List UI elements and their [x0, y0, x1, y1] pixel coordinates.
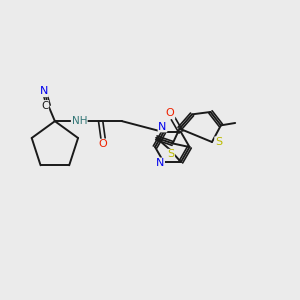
Text: N: N	[158, 122, 167, 132]
Text: C: C	[41, 101, 49, 111]
Text: O: O	[166, 108, 175, 118]
Text: S: S	[167, 149, 174, 160]
Text: O: O	[99, 140, 107, 149]
Text: NH: NH	[71, 116, 87, 126]
Text: N: N	[156, 158, 164, 168]
Text: N: N	[40, 86, 48, 96]
Text: S: S	[215, 137, 222, 147]
